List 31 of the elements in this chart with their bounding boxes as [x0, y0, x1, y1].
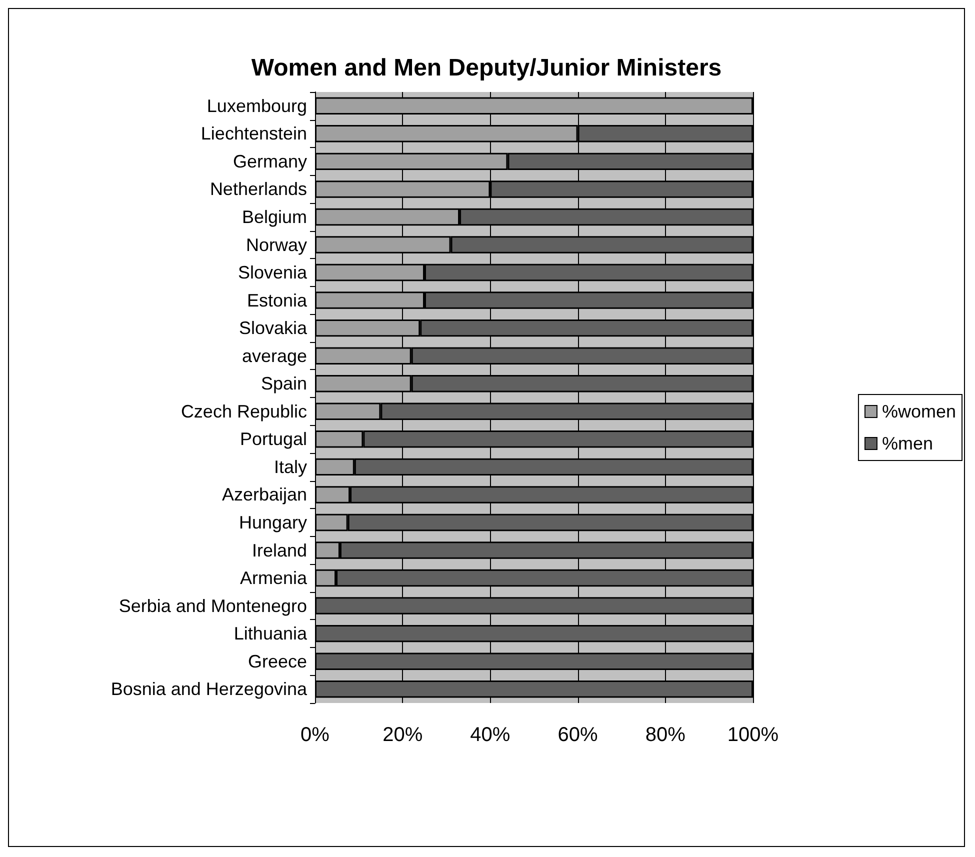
x-tick-label: 100%: [727, 724, 779, 746]
y-tick-label: Norway: [246, 234, 307, 255]
y-tick-label: Luxembourg: [206, 96, 307, 116]
y-tick-label: average: [242, 346, 307, 366]
x-tick-label: 80%: [645, 724, 686, 746]
legend-label: %men: [882, 434, 933, 454]
y-tick-label: Slovakia: [238, 318, 308, 338]
chart-title: Women and Men Deputy/Junior Ministers: [251, 54, 722, 82]
y-tick-label: Greece: [248, 651, 307, 672]
y-tick-label: Germany: [232, 151, 307, 172]
y-tick-label: Netherlands: [210, 179, 307, 200]
legend-label: %women: [882, 402, 956, 422]
x-tick-label: 40%: [470, 724, 510, 746]
y-tick-label: Slovenia: [238, 262, 308, 283]
y-tick-label: Belgium: [242, 206, 307, 227]
y-tick-label: Bosnia and Herzegovina: [110, 679, 308, 700]
y-tick-label: Serbia and Montenegro: [118, 596, 307, 616]
y-tick-label: Spain: [260, 374, 307, 394]
y-tick-label: Czech Republic: [180, 401, 307, 422]
x-tick-label: 20%: [382, 724, 423, 746]
y-tick-label: Estonia: [246, 290, 308, 310]
y-tick-label: Liechtenstein: [200, 124, 307, 144]
x-tick-label: 60%: [558, 724, 598, 746]
y-tick-label: Armenia: [240, 568, 308, 588]
y-tick-label: Italy: [274, 456, 307, 477]
x-tick-label: 0%: [300, 724, 330, 746]
y-tick-label: Portugal: [240, 429, 307, 450]
y-tick-label: Hungary: [238, 512, 307, 532]
y-tick-label: Lithuania: [234, 624, 308, 644]
y-tick-label: Ireland: [252, 540, 307, 560]
y-tick-label: Azerbaijan: [222, 484, 307, 505]
